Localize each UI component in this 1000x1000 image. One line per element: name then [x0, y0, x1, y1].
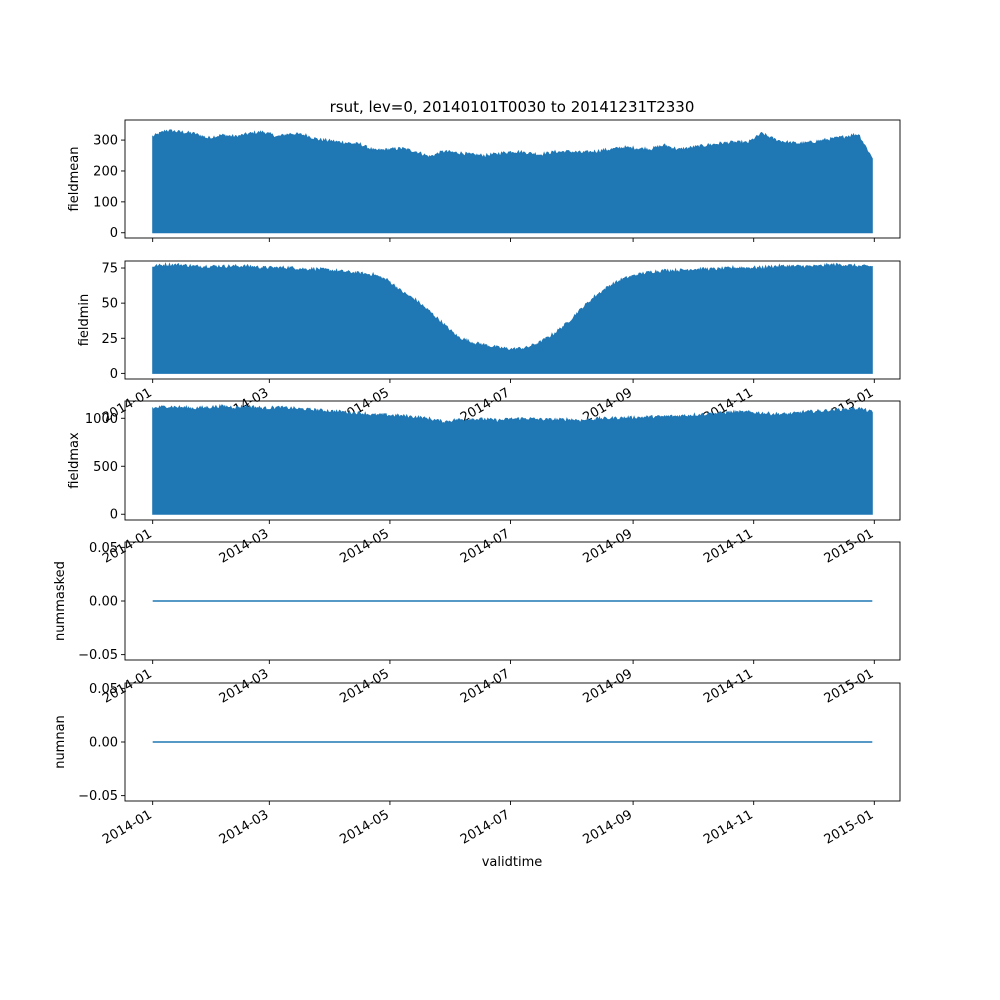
y-tick-label: 75 — [101, 262, 118, 277]
y-axis-label: nummasked — [53, 561, 68, 641]
y-tick-label: 0.00 — [89, 736, 118, 751]
y-tick-label: 0 — [110, 367, 118, 382]
y-tick-label: 300 — [93, 134, 118, 149]
y-tick-label: −0.05 — [78, 789, 118, 804]
y-axis-label: fieldmean — [67, 147, 82, 212]
series-area-fieldmean — [152, 129, 873, 234]
y-tick-label: 0.05 — [89, 682, 118, 697]
y-tick-label: 500 — [93, 460, 118, 475]
axes-frame-fieldmin — [124, 260, 901, 380]
axes-frame-fieldmean — [124, 119, 901, 239]
series-area-fieldmax — [152, 404, 873, 515]
axes-frame-fieldmax — [124, 400, 901, 521]
y-axis-label: numnan — [53, 715, 68, 769]
y-tick-label: 0.00 — [89, 595, 118, 610]
y-tick-label: 0.05 — [89, 541, 118, 556]
x-axis-label: validtime — [482, 855, 543, 870]
y-axis-label: fieldmax — [67, 432, 82, 489]
y-tick-label: 100 — [93, 195, 118, 210]
series-area-fieldmin — [152, 262, 873, 374]
subplot-panels: 0100200300fieldmean0255075fieldmin2014-0… — [53, 119, 901, 848]
y-tick-label: 0 — [110, 226, 118, 241]
subplot-fieldmean: 0 100 200 300 fieldmean — [67, 119, 901, 242]
chart-title: rsut, lev=0, 20140101T0030 to 20141231T2… — [330, 98, 695, 116]
y-tick-label: 200 — [93, 164, 118, 179]
y-tick-label: −0.05 — [78, 648, 118, 663]
y-tick-label: 25 — [101, 332, 118, 347]
y-tick-label: 1000 — [85, 412, 118, 427]
y-axis-label: fieldmin — [77, 294, 92, 347]
y-tick-label: 0 — [110, 508, 118, 523]
y-tick-label: 50 — [101, 297, 118, 312]
